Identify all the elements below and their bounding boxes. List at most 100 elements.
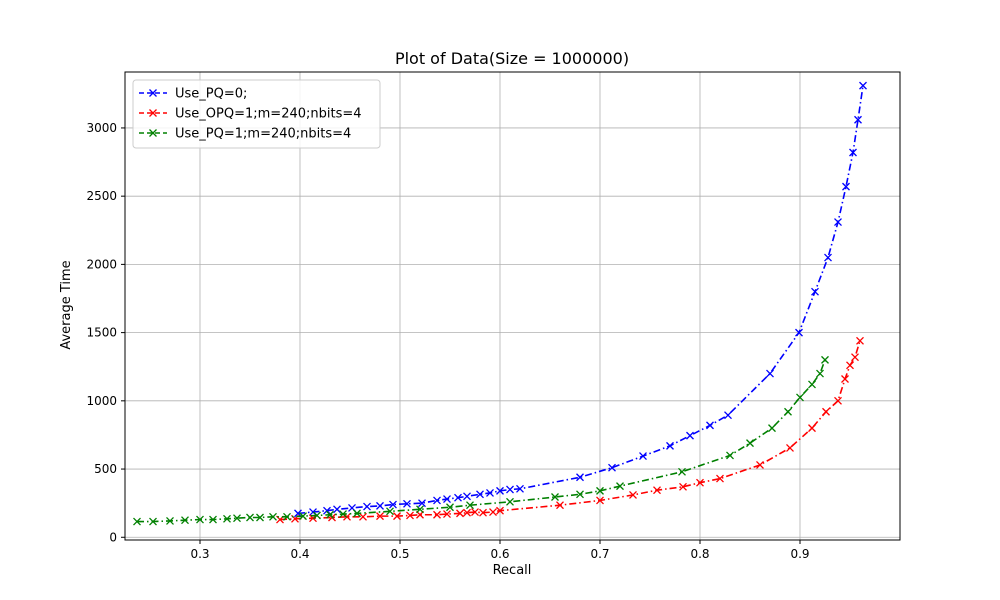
data-point-marker xyxy=(596,496,604,505)
data-point-marker xyxy=(841,375,849,383)
y-tick-label: 2500 xyxy=(86,189,117,203)
series-line xyxy=(279,340,861,521)
data-point-marker xyxy=(256,513,264,522)
data-point-marker xyxy=(386,507,394,516)
data-point-marker xyxy=(433,496,441,505)
data-point-marker xyxy=(376,512,384,521)
data-point-marker xyxy=(716,474,724,483)
data-point-marker xyxy=(821,355,829,364)
data-point-marker xyxy=(796,393,804,402)
data-point-marker xyxy=(616,482,624,491)
data-point-marker xyxy=(313,511,321,520)
data-point-marker xyxy=(653,486,661,495)
data-point-marker xyxy=(416,505,424,514)
legend-label: Use_PQ=0; xyxy=(175,87,247,102)
data-point-marker xyxy=(406,511,414,520)
data-point-marker xyxy=(834,218,842,227)
data-point-marker xyxy=(556,501,564,510)
plot-frame xyxy=(124,71,901,541)
data-point-marker xyxy=(209,515,217,524)
x-tick-label: 0.7 xyxy=(590,547,609,561)
data-point-marker xyxy=(476,490,484,499)
data-point-marker xyxy=(149,517,157,526)
data-point-marker xyxy=(299,512,307,521)
data-point-marker xyxy=(359,512,367,521)
data-point-marker xyxy=(223,514,231,523)
data-point-marker xyxy=(706,421,714,430)
data-point-marker xyxy=(456,509,464,518)
grid-lines xyxy=(125,72,900,540)
y-tick-label: 3000 xyxy=(86,121,117,135)
x-axis-label: Recall xyxy=(493,563,532,578)
data-point-marker xyxy=(766,369,774,378)
data-point-marker xyxy=(696,478,704,487)
data-point-marker xyxy=(795,328,803,337)
data-point-marker xyxy=(824,253,832,262)
data-point-marker xyxy=(811,287,819,296)
data-point-marker xyxy=(846,361,854,370)
series-group xyxy=(133,81,867,526)
data-point-marker xyxy=(283,512,291,521)
data-point-marker xyxy=(454,493,462,502)
data-point-marker xyxy=(786,443,794,452)
x-tick-label: 0.6 xyxy=(490,547,509,561)
data-point-marker xyxy=(393,512,401,521)
data-point-marker xyxy=(443,510,451,519)
legend-label: Use_OPQ=1;m=240;nbits=4 xyxy=(175,107,362,122)
y-tick-label: 1500 xyxy=(86,326,117,340)
y-tick-label: 1000 xyxy=(86,394,117,408)
data-point-marker xyxy=(246,513,254,522)
data-point-marker xyxy=(479,508,487,517)
x-tick-label: 0.8 xyxy=(690,547,709,561)
tick-group: 0.3 0.4 0.5 0.6 0.7 0.8 0.9 0 500 1000 1500 2000 250… xyxy=(86,121,809,561)
data-point-marker xyxy=(471,508,479,516)
data-point-marker xyxy=(506,485,514,494)
data-point-marker xyxy=(333,505,341,514)
data-point-marker xyxy=(842,182,850,191)
data-point-marker xyxy=(756,460,764,469)
data-point-marker xyxy=(339,510,347,519)
data-point-marker xyxy=(166,516,174,525)
data-point-marker xyxy=(516,484,524,493)
data-point-marker xyxy=(389,500,397,509)
data-point-marker xyxy=(446,503,454,512)
data-point-marker xyxy=(463,508,471,517)
chart-title: Plot of Data(Size = 1000000) xyxy=(395,49,629,68)
data-point-marker xyxy=(639,452,647,461)
data-point-marker xyxy=(376,501,384,510)
data-point-marker xyxy=(808,380,816,389)
x-tick-label: 0.3 xyxy=(190,547,209,561)
data-point-marker xyxy=(784,407,792,416)
data-point-marker xyxy=(353,509,361,518)
data-point-marker xyxy=(849,148,857,157)
series-2 xyxy=(276,336,864,524)
data-point-marker xyxy=(196,515,204,524)
y-tick-label: 2000 xyxy=(86,257,117,271)
data-point-marker xyxy=(323,506,331,515)
data-point-marker xyxy=(854,115,862,124)
data-point-marker xyxy=(679,482,687,491)
data-point-marker xyxy=(233,514,241,523)
data-point-marker xyxy=(486,488,494,497)
data-point-marker xyxy=(326,510,334,519)
data-point-marker xyxy=(269,512,277,521)
y-axis-label: Average Time xyxy=(59,260,74,349)
plot-background xyxy=(125,72,900,540)
data-point-marker xyxy=(576,490,584,499)
data-point-marker xyxy=(489,508,497,516)
data-point-marker xyxy=(856,336,864,345)
data-point-marker xyxy=(851,353,859,362)
data-point-marker xyxy=(463,492,471,501)
x-tick-label: 0.5 xyxy=(390,547,409,561)
data-point-marker xyxy=(808,424,816,433)
data-point-marker xyxy=(596,486,604,495)
data-point-marker xyxy=(666,441,674,450)
legend: Use_PQ=0; Use_OPQ=1;m=240;nbits=4 Use_PQ=1… xyxy=(132,79,381,149)
data-point-marker xyxy=(629,491,637,499)
data-point-marker xyxy=(768,424,776,433)
data-point-marker xyxy=(726,451,734,460)
x-tick-label: 0.9 xyxy=(790,547,809,561)
data-point-marker xyxy=(403,499,411,508)
series-3 xyxy=(133,355,829,526)
